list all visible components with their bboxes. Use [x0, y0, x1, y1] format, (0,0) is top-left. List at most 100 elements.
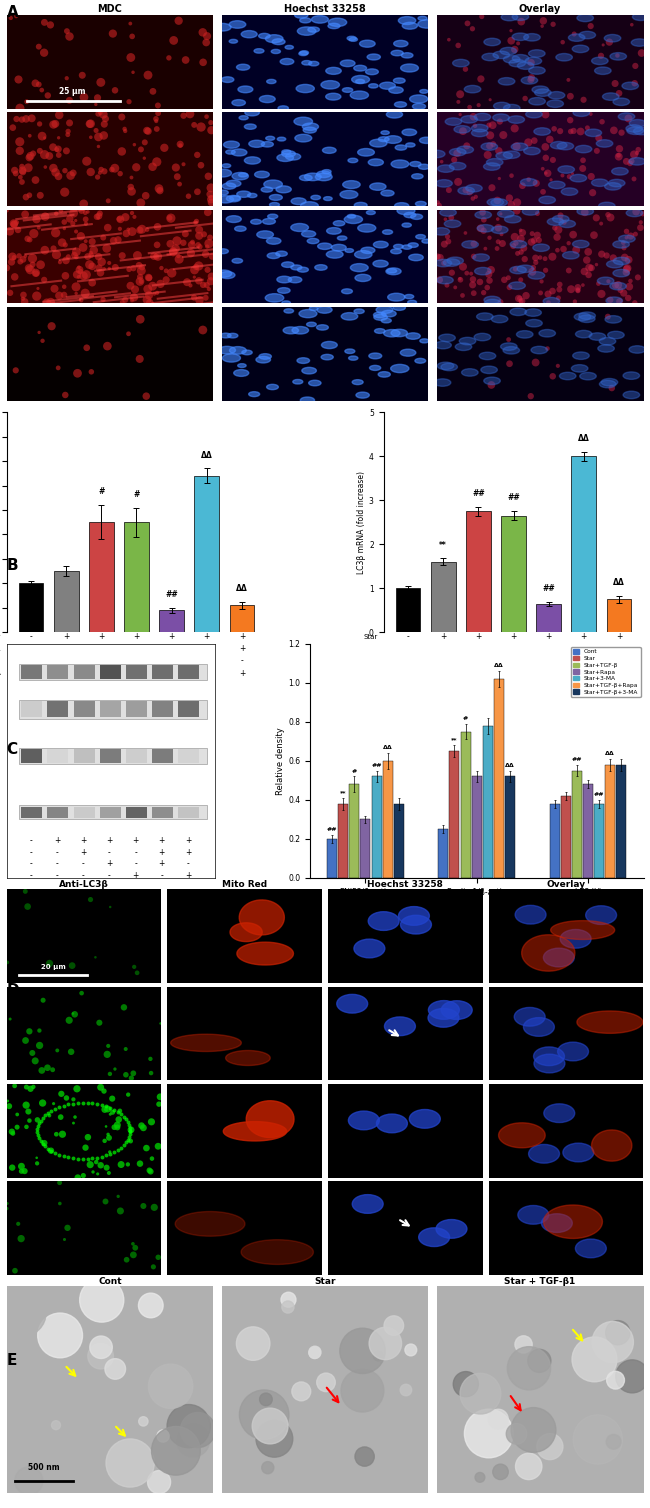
Circle shape — [393, 78, 405, 83]
Point — [127, 24, 137, 48]
Circle shape — [402, 244, 411, 249]
Point — [13, 68, 23, 92]
Point — [20, 1028, 31, 1053]
Circle shape — [560, 372, 576, 380]
Circle shape — [616, 1360, 649, 1393]
Point — [95, 101, 105, 125]
Point — [105, 1096, 116, 1120]
Point — [153, 101, 163, 125]
Bar — [178, 665, 200, 679]
Text: -: - — [407, 644, 410, 653]
Point — [62, 122, 73, 146]
Circle shape — [345, 348, 355, 353]
Circle shape — [595, 66, 611, 74]
Circle shape — [558, 1042, 588, 1060]
Circle shape — [435, 341, 451, 348]
Circle shape — [252, 1408, 288, 1443]
Point — [53, 356, 63, 380]
Circle shape — [543, 297, 560, 305]
Point — [40, 125, 50, 149]
Point — [453, 33, 463, 57]
Circle shape — [404, 213, 416, 217]
Circle shape — [514, 1007, 545, 1025]
Point — [73, 255, 84, 279]
Circle shape — [418, 17, 427, 21]
Point — [77, 1090, 88, 1114]
Circle shape — [506, 1424, 526, 1445]
Bar — [606, 599, 631, 632]
Circle shape — [573, 240, 589, 247]
Point — [173, 244, 183, 268]
Point — [630, 291, 640, 315]
Point — [469, 244, 479, 268]
Text: -: - — [407, 656, 410, 665]
Point — [97, 1145, 107, 1169]
Bar — [178, 749, 200, 763]
Circle shape — [508, 116, 525, 124]
Circle shape — [465, 184, 482, 192]
Circle shape — [571, 365, 588, 372]
Point — [120, 1038, 131, 1062]
Circle shape — [297, 27, 316, 35]
Circle shape — [597, 277, 614, 285]
Circle shape — [409, 255, 423, 261]
Circle shape — [493, 103, 510, 110]
Circle shape — [551, 142, 567, 149]
Circle shape — [393, 305, 406, 311]
Point — [25, 228, 35, 252]
Text: **: ** — [451, 737, 458, 742]
Title: Star + TGF-β1: Star + TGF-β1 — [504, 1277, 576, 1286]
Point — [458, 284, 468, 308]
Circle shape — [289, 276, 302, 284]
Circle shape — [299, 51, 307, 56]
Point — [79, 192, 89, 216]
Point — [181, 48, 191, 72]
Point — [84, 252, 95, 276]
Point — [104, 250, 114, 274]
Point — [517, 173, 528, 198]
Text: -: - — [135, 668, 138, 677]
Point — [151, 149, 162, 173]
Bar — [47, 749, 68, 763]
Circle shape — [373, 241, 388, 247]
Point — [109, 1116, 120, 1140]
Circle shape — [629, 119, 646, 127]
Point — [593, 271, 604, 296]
Point — [612, 44, 623, 68]
Point — [68, 211, 78, 235]
Text: +: + — [616, 644, 622, 653]
Point — [486, 372, 497, 397]
Point — [623, 287, 633, 311]
Circle shape — [437, 362, 454, 369]
Point — [540, 103, 551, 127]
Point — [48, 113, 58, 137]
Circle shape — [604, 182, 621, 190]
Point — [450, 276, 460, 300]
Point — [187, 232, 197, 256]
Text: +: + — [133, 872, 139, 881]
Circle shape — [218, 347, 235, 354]
Circle shape — [435, 259, 452, 267]
Point — [124, 89, 134, 113]
Point — [530, 350, 541, 374]
Point — [205, 110, 216, 134]
Point — [115, 1199, 125, 1223]
Point — [60, 232, 70, 256]
Point — [18, 287, 28, 311]
Point — [121, 222, 131, 246]
Point — [96, 71, 106, 95]
Point — [497, 231, 508, 255]
Circle shape — [311, 196, 320, 199]
Point — [2, 950, 12, 974]
Text: +: + — [159, 835, 165, 844]
Point — [68, 1092, 78, 1116]
Point — [606, 375, 617, 400]
Text: -: - — [30, 668, 32, 677]
Point — [493, 229, 503, 253]
Circle shape — [391, 50, 403, 56]
Circle shape — [422, 240, 431, 243]
Circle shape — [393, 244, 403, 249]
Point — [631, 199, 642, 223]
Circle shape — [613, 270, 629, 277]
Bar — [501, 516, 526, 632]
